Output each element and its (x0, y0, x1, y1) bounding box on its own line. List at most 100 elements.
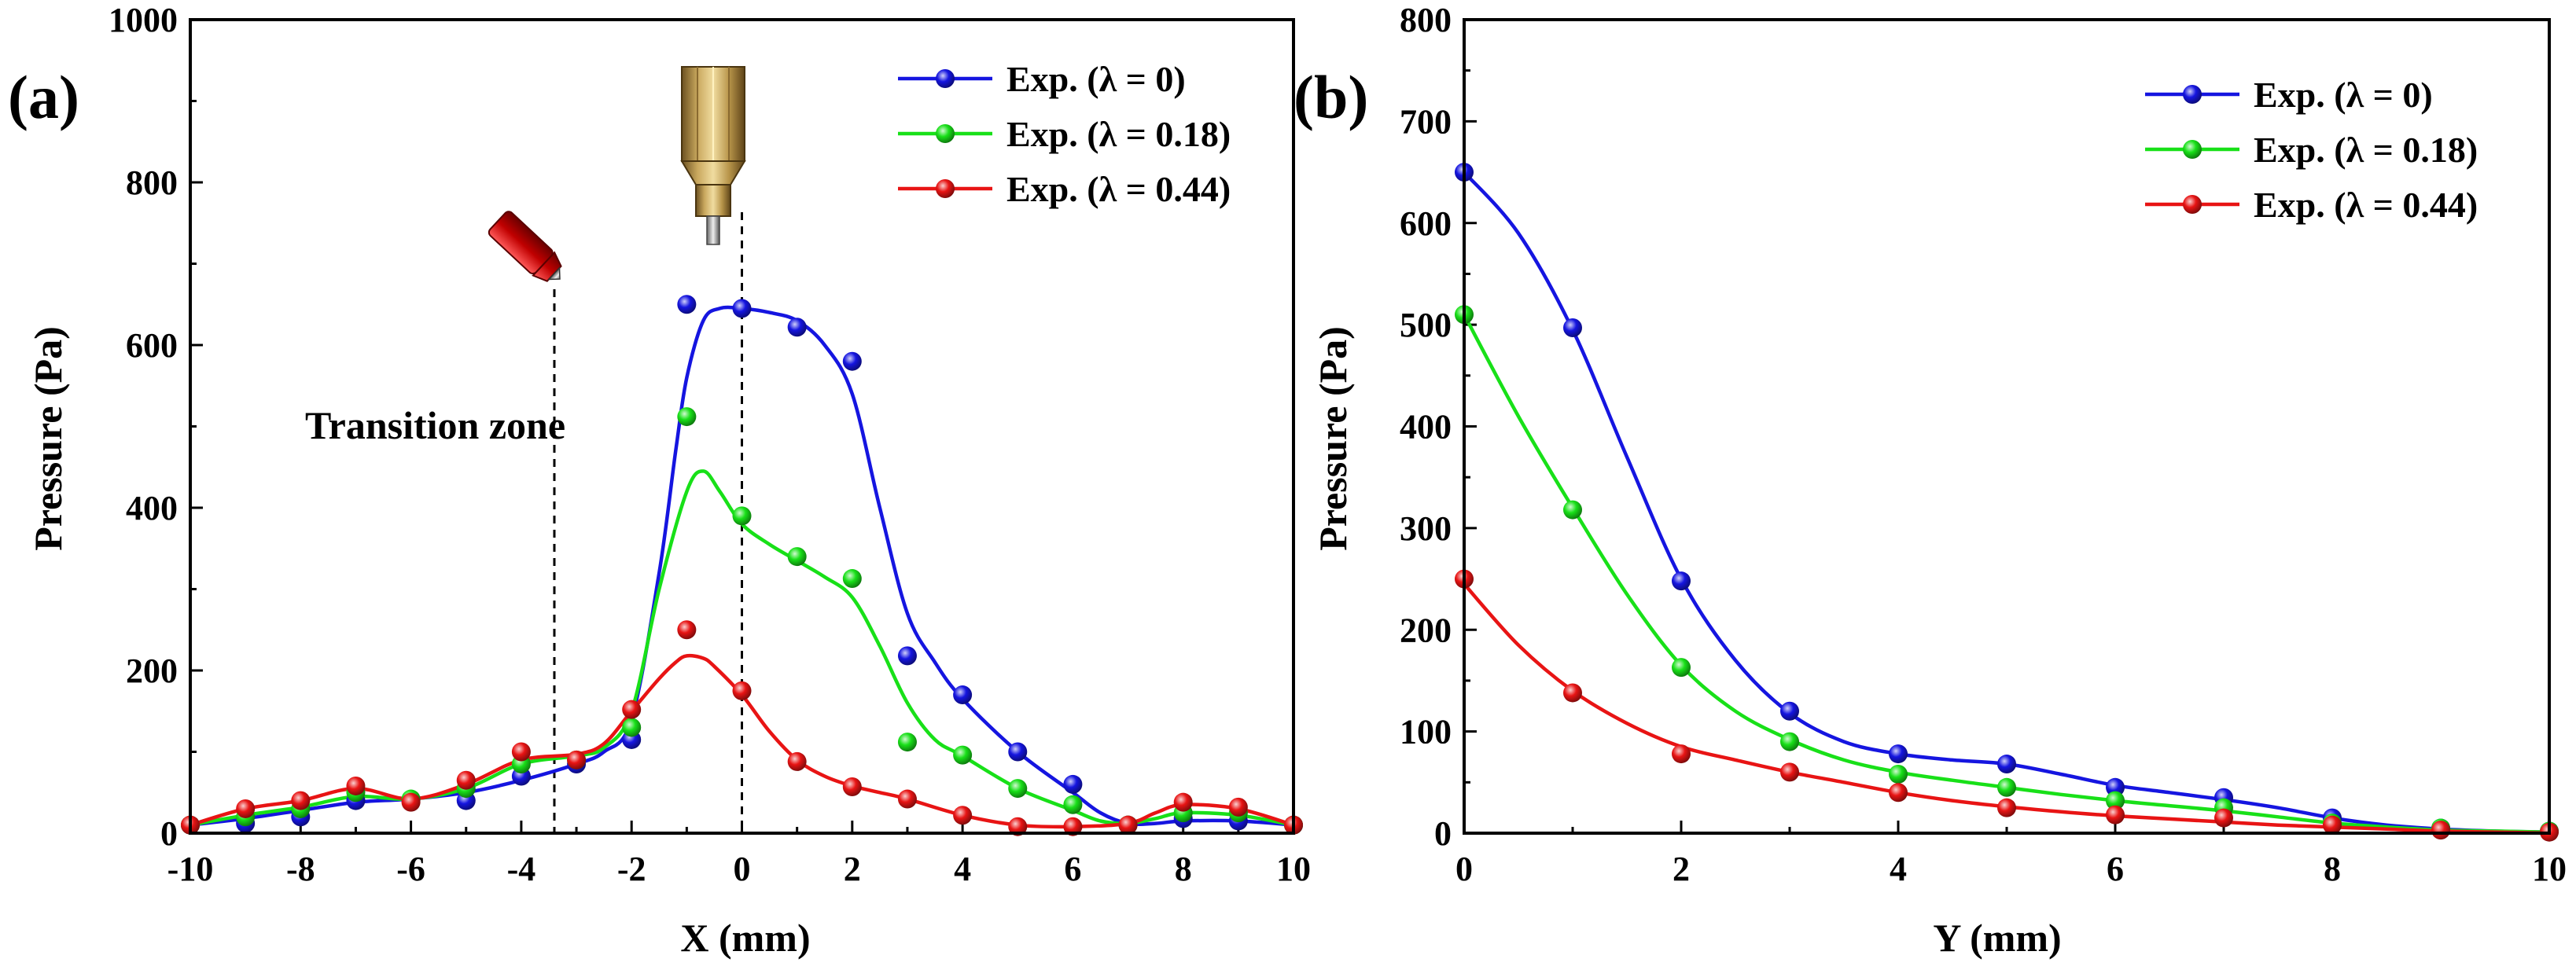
panel-a-frame (189, 18, 1295, 835)
x-tick-label: 4 (1890, 850, 1907, 888)
panel-b-ylabel: Pressure (Pa) (1311, 326, 1355, 551)
legend-label: Exp. (λ = 0) (1006, 59, 1186, 99)
legend-label: Exp. (λ = 0.44) (2254, 185, 2478, 225)
series-line (1463, 314, 2550, 834)
data-point (953, 745, 973, 765)
series-points-0 (1455, 163, 2559, 841)
panel-b-series (1455, 163, 2559, 842)
data-point (2214, 808, 2233, 828)
data-point (1008, 779, 1028, 799)
panel-a-label: (a) (8, 63, 79, 131)
legend-marker (2183, 85, 2202, 104)
legend-label: Exp. (λ = 0.18) (2254, 130, 2478, 170)
data-point (1008, 817, 1028, 836)
data-point (1672, 744, 1691, 764)
data-point (732, 299, 752, 318)
series-points-2 (181, 620, 1303, 836)
probe-pen-icon (488, 211, 562, 282)
data-point (732, 681, 752, 700)
panel-a-ylabel: Pressure (Pa) (26, 326, 70, 551)
panel-a-xlabel: X (mm) (680, 916, 810, 960)
data-point (236, 799, 256, 818)
series-2 (190, 653, 1294, 829)
data-point (456, 770, 476, 790)
x-tick-label: 10 (1276, 850, 1311, 888)
panel-b-legend: Exp. (λ = 0) Exp. (λ = 0.18) Exp. (λ = 0.4… (2145, 75, 2478, 225)
x-tick-label: -8 (286, 850, 315, 888)
x-tick-label: 2 (844, 850, 861, 888)
data-point (622, 718, 642, 737)
y-tick-label: 500 (1400, 306, 1452, 344)
data-point (511, 742, 531, 762)
x-tick-label: 0 (1455, 850, 1473, 888)
data-point (897, 789, 917, 809)
panel-a-series (181, 295, 1303, 836)
legend-marker (936, 179, 955, 198)
legend-label: Exp. (λ = 0) (2254, 75, 2433, 115)
x-tick-label: -10 (167, 850, 214, 888)
data-point (1889, 764, 1908, 784)
y-tick-label: 0 (160, 814, 178, 853)
data-point (842, 777, 862, 797)
data-point (1889, 783, 1908, 803)
y-tick-label: 800 (1400, 1, 1452, 39)
data-point (1563, 683, 1582, 703)
y-tick-label: 600 (1400, 204, 1452, 243)
series-line (1463, 171, 2550, 834)
panel-a-ticks: -10 -8 -6 -4 -2 0 2 4 6 8 10 0 200 400 600 800 1000 (109, 1, 1311, 888)
y-tick-label: 1000 (109, 1, 178, 39)
y-tick-label: 700 (1400, 102, 1452, 141)
x-tick-label: 0 (734, 850, 751, 888)
data-point (2106, 805, 2125, 825)
legend-marker (936, 124, 955, 143)
data-point (2106, 777, 2125, 797)
data-point (401, 792, 421, 812)
data-point (1063, 795, 1083, 814)
series-points-2 (1455, 569, 2559, 842)
data-point (1780, 762, 1799, 782)
data-point (1780, 701, 1799, 721)
data-point (622, 700, 642, 719)
data-point (677, 407, 697, 427)
data-point (1997, 755, 2016, 774)
data-point (1672, 571, 1691, 591)
legend-marker (2183, 140, 2202, 159)
data-point (732, 506, 752, 526)
data-point (1228, 797, 1248, 817)
panel-b-label: (b) (1294, 63, 1368, 131)
data-point (787, 751, 807, 771)
series-line (190, 653, 1294, 829)
data-point (1997, 777, 2016, 797)
data-point (787, 318, 807, 337)
x-tick-label: -6 (396, 850, 425, 888)
x-tick-label: 8 (2324, 850, 2341, 888)
data-point (1008, 742, 1028, 762)
x-tick-label: 4 (954, 850, 971, 888)
data-point (346, 776, 366, 795)
x-tick-label: 8 (1175, 850, 1192, 888)
legend-marker (936, 69, 955, 88)
y-tick-label: 400 (1400, 408, 1452, 446)
data-point (1672, 658, 1691, 678)
data-point (2323, 815, 2342, 835)
y-tick-label: 100 (1400, 713, 1452, 751)
y-tick-label: 200 (126, 652, 178, 690)
panel-a-legend: Exp. (λ = 0) Exp. (λ = 0.18) Exp. (λ = 0.4… (898, 59, 1231, 209)
panel-a-annotations: Transition zone (305, 66, 746, 833)
data-point (953, 685, 973, 705)
data-point (842, 351, 862, 371)
x-tick-label: 10 (2532, 850, 2567, 888)
data-point (567, 750, 587, 769)
y-tick-label: 400 (126, 489, 178, 527)
data-point (1118, 815, 1138, 835)
panel-b-frame (1463, 18, 2551, 835)
y-tick-label: 800 (126, 163, 178, 202)
legend-label: Exp. (λ = 0.44) (1006, 169, 1231, 209)
data-point (2106, 791, 2125, 810)
panel-b-xlabel: Y (mm) (1933, 916, 2061, 960)
x-tick-label: 2 (1673, 850, 1690, 888)
data-point (1889, 744, 1908, 764)
x-tick-label: 6 (2107, 850, 2124, 888)
nozzle-icon (680, 66, 746, 245)
